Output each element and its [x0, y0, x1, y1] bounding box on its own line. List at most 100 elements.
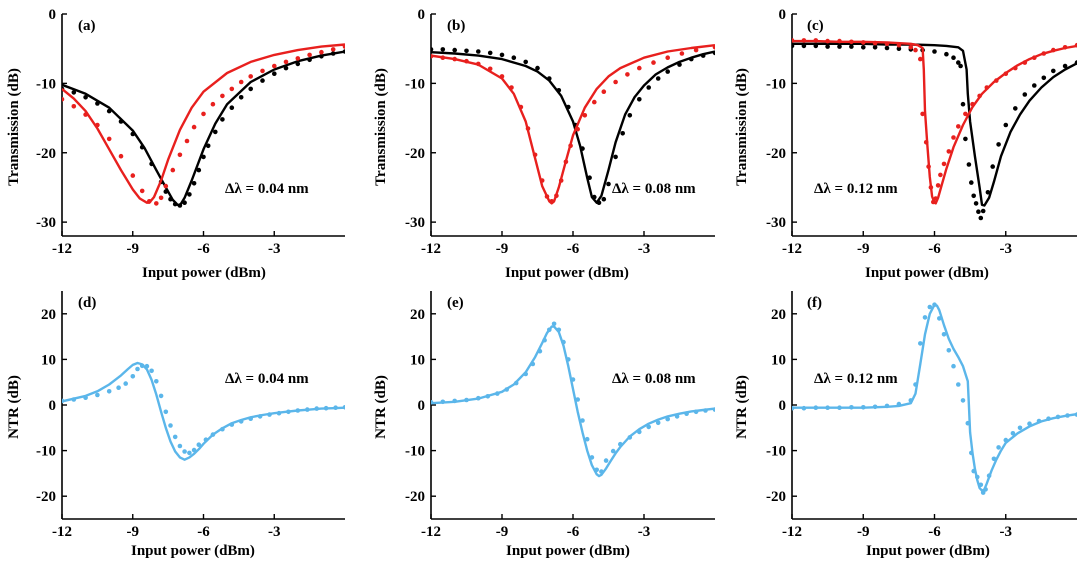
data-point-red [319, 49, 324, 55]
data-point-blue [986, 473, 992, 479]
data-point-red [220, 93, 225, 99]
data-point-black [606, 181, 611, 187]
data-point-red [918, 56, 923, 62]
data-point-blue [946, 348, 952, 353]
x-tick-label: -12 [782, 241, 802, 257]
data-point-blue [927, 304, 933, 310]
data-point-black [566, 104, 571, 110]
data-point-black [689, 56, 694, 62]
data-point-blue [937, 316, 942, 321]
data-point-red [946, 149, 952, 154]
data-point-black [511, 55, 517, 60]
data-point-blue [504, 387, 510, 392]
data-point-blue [637, 429, 642, 435]
data-point-black [163, 189, 169, 194]
x-axis-title: Input power (dBm) [865, 265, 989, 281]
data-point-red [248, 74, 253, 79]
x-tick-label: -9 [857, 241, 870, 257]
data-point-red [977, 93, 982, 99]
data-point-red [452, 56, 458, 62]
data-point-black [272, 71, 277, 76]
data-point-black [1032, 83, 1037, 88]
data-point-blue [158, 393, 164, 399]
delta-lambda-annotation: Δλ = 0.04 nm [225, 371, 309, 387]
data-point-blue [182, 449, 187, 454]
data-point-blue [908, 398, 914, 403]
data-point-blue [684, 411, 689, 417]
data-point-blue [196, 442, 202, 448]
data-point-red [926, 164, 931, 169]
data-point-blue [210, 432, 216, 437]
data-point-red [575, 126, 580, 132]
data-point-black [556, 88, 562, 93]
data-point-black [980, 208, 986, 214]
data-point-red [994, 78, 999, 83]
data-point-black [220, 117, 225, 122]
data-point-blue [665, 416, 670, 422]
data-point-black [646, 85, 651, 90]
y-tick-label: 0 [779, 7, 787, 23]
y-tick-label: -10 [36, 76, 56, 92]
data-point-red [260, 68, 265, 74]
data-point-blue [106, 389, 112, 394]
data-point-black [896, 46, 902, 51]
data-point-black [106, 108, 112, 114]
data-point-blue [580, 418, 585, 423]
x-tick-label: -6 [197, 524, 210, 540]
data-point-blue [187, 450, 192, 456]
data-point-black [601, 196, 607, 202]
data-point-blue [646, 424, 651, 430]
y-tick-label: 20 [41, 307, 56, 323]
data-point-red [201, 111, 206, 117]
panel-label: (f) [807, 295, 822, 311]
data-point-black [712, 50, 715, 56]
data-point-red [884, 41, 890, 47]
data-point-red [509, 85, 514, 90]
data-point-blue [440, 399, 446, 405]
x-axis-title: Input power (dBm) [505, 265, 629, 281]
x-tick-label: -6 [567, 241, 580, 257]
x-tick-label: -12 [52, 524, 72, 540]
y-tick-label: 20 [771, 307, 786, 323]
y-tick-label: -10 [766, 444, 786, 460]
data-point-black [665, 69, 670, 74]
plot-area [62, 43, 345, 208]
data-point-red [679, 51, 685, 56]
y-tick-label: -10 [766, 76, 786, 92]
data-point-red [941, 161, 947, 167]
x-tick-label: -9 [857, 524, 870, 540]
data-point-blue [801, 405, 807, 411]
data-point-blue [991, 456, 997, 462]
data-point-blue [792, 405, 795, 411]
data-point-red [549, 199, 554, 204]
data-point-blue [693, 409, 699, 415]
data-point-red [130, 173, 136, 178]
series-line-red-2 [62, 43, 345, 204]
data-point-red [861, 40, 866, 45]
data-point-blue [575, 397, 580, 402]
data-point-blue [530, 361, 536, 367]
data-point-red [933, 196, 938, 201]
data-point-red [896, 42, 902, 48]
data-point-blue [485, 394, 491, 399]
data-point-red [476, 61, 481, 67]
data-point-black [996, 142, 1001, 147]
data-point-red [487, 66, 493, 72]
plot-area [62, 361, 345, 461]
y-tick-label: -10 [405, 76, 425, 92]
data-point-black [1013, 106, 1018, 111]
data-point-black [580, 146, 585, 151]
data-point-blue [1046, 416, 1051, 422]
y-axis-title: NTR (dB) [6, 375, 22, 439]
x-tick-label: -12 [421, 241, 441, 257]
y-tick-label: 0 [779, 398, 787, 414]
panel-6: -12 -9 -6 -3 20 10 0 -10 -20 Input power (dBm) NTR… [734, 291, 1077, 559]
data-point-blue [956, 382, 961, 387]
data-point-blue [220, 426, 225, 432]
data-point-red [499, 74, 505, 79]
data-point-black [969, 180, 974, 185]
data-point-black [95, 101, 100, 106]
data-point-blue [584, 436, 590, 442]
data-point-black [944, 51, 949, 57]
data-point-red [1013, 65, 1018, 71]
